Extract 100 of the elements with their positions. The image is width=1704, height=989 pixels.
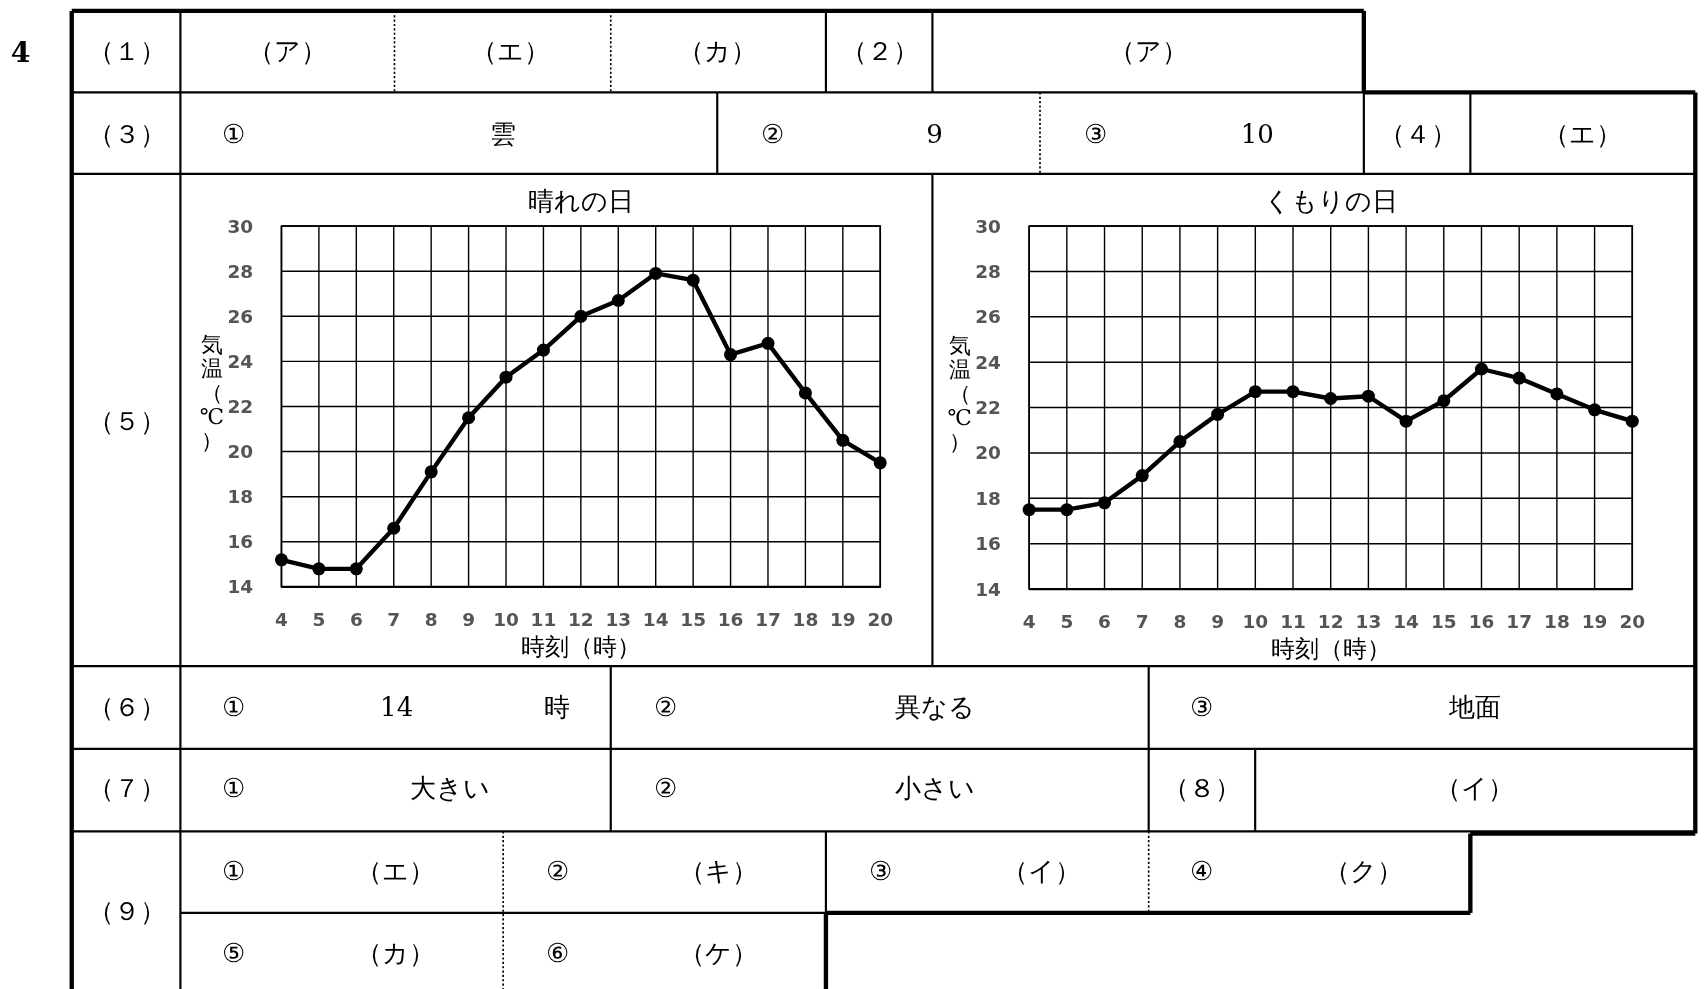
point bbox=[1324, 391, 1338, 406]
y-tick-label: 18 bbox=[227, 486, 254, 508]
text: ② bbox=[653, 772, 677, 803]
text: ③ bbox=[1083, 118, 1107, 149]
point bbox=[649, 266, 663, 280]
x-tick-label: 17 bbox=[755, 608, 781, 630]
text: （カ） bbox=[677, 36, 757, 67]
text: 時 bbox=[544, 692, 571, 723]
point bbox=[686, 273, 700, 287]
y-tick-label: 28 bbox=[227, 260, 254, 282]
x-tick-label: 6 bbox=[1098, 611, 1111, 633]
x-tick-label: 8 bbox=[424, 608, 438, 630]
text: （イ） bbox=[1001, 855, 1081, 886]
text: ③ bbox=[1190, 692, 1214, 723]
text: 大きい bbox=[409, 772, 490, 803]
x-tick-label: 11 bbox=[1280, 611, 1306, 633]
text: ⑥ bbox=[545, 938, 569, 969]
text: 4 bbox=[10, 35, 31, 70]
x-tick-label: 17 bbox=[1506, 611, 1533, 633]
text: （６） bbox=[88, 692, 167, 723]
point bbox=[1399, 414, 1413, 428]
x-tick-label: 10 bbox=[1242, 611, 1269, 633]
point bbox=[1625, 414, 1639, 428]
text: ② bbox=[653, 692, 677, 723]
text: ④ bbox=[1190, 855, 1214, 886]
text: （８） bbox=[1162, 772, 1241, 803]
point bbox=[1474, 362, 1489, 376]
y-tick-label: 30 bbox=[227, 215, 254, 237]
point bbox=[274, 553, 288, 567]
x-tick-label: 16 bbox=[717, 608, 744, 630]
x-axis-title: 時刻（時） bbox=[1270, 634, 1391, 663]
x-tick-label: 11 bbox=[530, 608, 557, 630]
chart-title: 晴れの日 bbox=[527, 186, 634, 217]
text: ① bbox=[222, 772, 246, 803]
point bbox=[462, 411, 476, 425]
x-tick-label: 6 bbox=[349, 608, 363, 630]
x-tick-label: 15 bbox=[680, 608, 706, 630]
x-tick-label: 16 bbox=[1468, 611, 1495, 633]
x-tick-label: 20 bbox=[1619, 611, 1646, 633]
point bbox=[1060, 503, 1074, 517]
text: ③ bbox=[868, 855, 892, 886]
x-tick-label: 10 bbox=[493, 608, 519, 630]
text: （イ） bbox=[1435, 772, 1515, 803]
text: ① bbox=[222, 692, 246, 723]
point bbox=[798, 386, 812, 400]
text: （１） bbox=[88, 36, 167, 67]
text: （ア） bbox=[1109, 36, 1189, 67]
point bbox=[1173, 435, 1187, 449]
point bbox=[387, 521, 401, 535]
x-tick-label: 8 bbox=[1173, 611, 1187, 633]
text: ① bbox=[222, 855, 246, 886]
text: （キ） bbox=[678, 855, 758, 886]
text: 9 bbox=[926, 118, 943, 149]
text: ② bbox=[761, 118, 785, 149]
point bbox=[536, 343, 550, 357]
y-axis-title: 気温（℃） bbox=[199, 332, 225, 453]
point bbox=[1550, 387, 1564, 401]
text: （カ） bbox=[356, 938, 436, 969]
point bbox=[836, 433, 850, 447]
y-tick-label: 26 bbox=[227, 305, 254, 327]
y-tick-label: 28 bbox=[975, 260, 1001, 282]
text: （２） bbox=[841, 36, 920, 67]
point bbox=[1248, 385, 1262, 399]
point bbox=[574, 309, 588, 323]
y-tick-label: 26 bbox=[975, 306, 1001, 328]
point bbox=[1361, 389, 1375, 403]
point bbox=[1135, 469, 1149, 483]
text: （エ） bbox=[1542, 118, 1622, 149]
x-tick-label: 12 bbox=[1317, 611, 1344, 633]
x-tick-label: 9 bbox=[462, 608, 476, 630]
text: （３） bbox=[88, 118, 167, 149]
point bbox=[312, 562, 326, 576]
y-tick-label: 24 bbox=[975, 351, 1001, 373]
y-tick-label: 22 bbox=[227, 395, 254, 417]
y-tick-label: 20 bbox=[975, 442, 1001, 464]
text: ① bbox=[222, 118, 246, 149]
text: （５） bbox=[88, 405, 167, 436]
text: 14 bbox=[380, 692, 414, 723]
point bbox=[499, 370, 513, 384]
y-axis-title: 気温（℃） bbox=[947, 333, 972, 454]
chart-title: くもりの日 bbox=[1263, 186, 1398, 217]
y-tick-label: 18 bbox=[975, 487, 1001, 509]
x-tick-label: 18 bbox=[792, 608, 819, 630]
text: （４） bbox=[1379, 118, 1458, 149]
x-tick-label: 14 bbox=[642, 608, 669, 630]
x-tick-label: 4 bbox=[1022, 611, 1036, 633]
y-tick-label: 22 bbox=[975, 397, 1001, 419]
x-tick-label: 13 bbox=[605, 608, 632, 630]
text: ⑤ bbox=[222, 938, 246, 969]
text: （エ） bbox=[356, 855, 436, 886]
point bbox=[1512, 371, 1526, 385]
point bbox=[1437, 394, 1451, 408]
x-tick-label: 7 bbox=[1135, 611, 1149, 633]
x-tick-label: 19 bbox=[1581, 611, 1608, 633]
point bbox=[1588, 403, 1602, 417]
y-tick-label: 24 bbox=[227, 350, 254, 372]
x-tick-label: 20 bbox=[867, 608, 894, 630]
x-tick-label: 18 bbox=[1544, 611, 1570, 633]
x-tick-label: 13 bbox=[1355, 611, 1382, 633]
y-tick-label: 16 bbox=[975, 533, 1001, 555]
